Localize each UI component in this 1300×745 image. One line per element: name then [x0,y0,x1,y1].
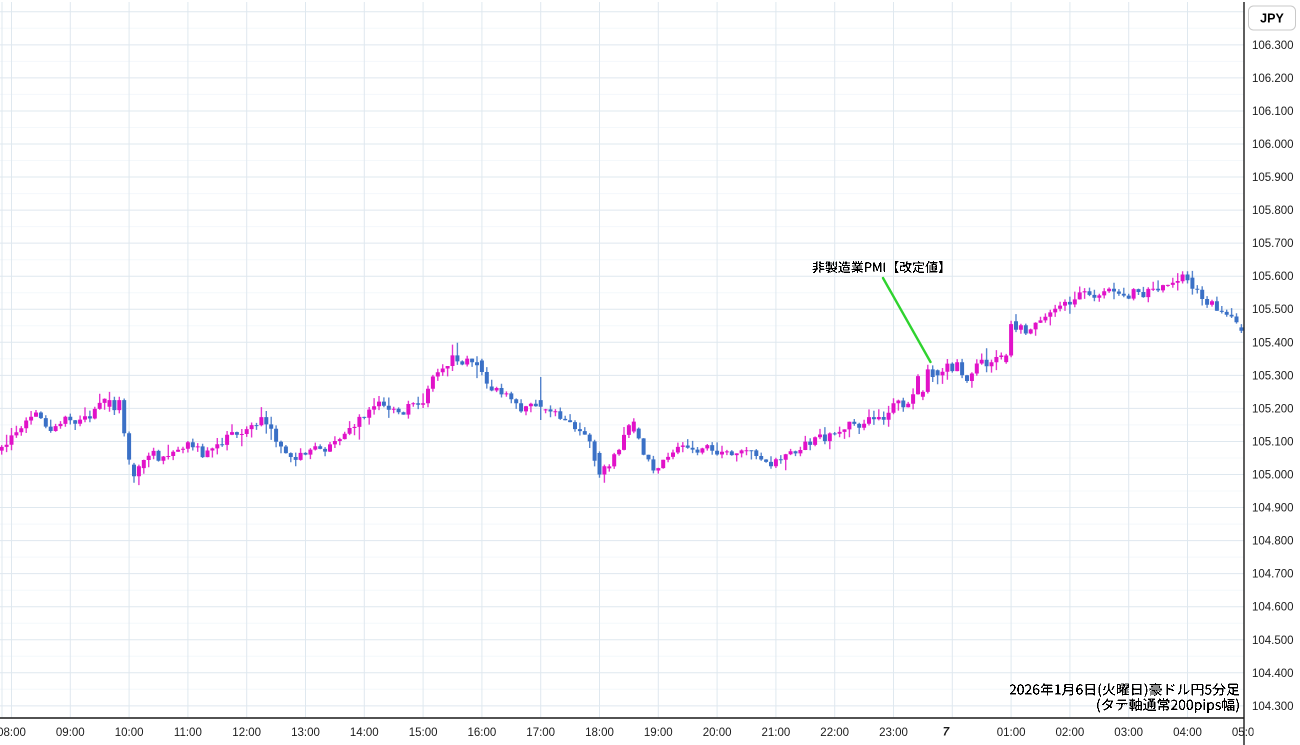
svg-text:105.800: 105.800 [1252,205,1294,217]
svg-text:105.500: 105.500 [1252,304,1294,316]
svg-text:106.300: 106.300 [1252,40,1294,52]
svg-text:104.300: 104.300 [1252,701,1294,713]
svg-text:104.400: 104.400 [1252,668,1294,680]
svg-text:19:00: 19:00 [644,727,673,739]
svg-text:17:00: 17:00 [526,727,555,739]
svg-text:106.200: 106.200 [1252,73,1294,85]
svg-text:105.100: 105.100 [1252,437,1294,449]
svg-text:02:00: 02:00 [1056,727,1085,739]
svg-text:03:00: 03:00 [1114,727,1143,739]
svg-text:09:00: 09:00 [56,727,85,739]
svg-text:105.000: 105.000 [1252,470,1294,482]
svg-text:08:00: 08:00 [0,727,26,739]
svg-text:105.900: 105.900 [1252,172,1294,184]
svg-text:13:00: 13:00 [291,727,320,739]
svg-text:14:00: 14:00 [350,727,379,739]
svg-text:7: 7 [943,727,950,739]
svg-text:105.600: 105.600 [1252,271,1294,283]
svg-text:18:00: 18:00 [585,727,614,739]
svg-text:104.900: 104.900 [1252,503,1294,515]
svg-text:05:00: 05:00 [1232,727,1261,739]
svg-text:15:00: 15:00 [409,727,438,739]
svg-text:104.700: 104.700 [1252,569,1294,581]
svg-text:106.100: 106.100 [1252,106,1294,118]
svg-text:21:00: 21:00 [762,727,791,739]
svg-text:04:00: 04:00 [1173,727,1202,739]
svg-text:12:00: 12:00 [232,727,261,739]
svg-text:104.600: 104.600 [1252,602,1294,614]
svg-text:01:00: 01:00 [997,727,1026,739]
svg-text:105.400: 105.400 [1252,337,1294,349]
svg-text:105.700: 105.700 [1252,238,1294,250]
svg-text:11:00: 11:00 [174,727,202,739]
svg-text:105.300: 105.300 [1252,370,1294,382]
svg-text:23:00: 23:00 [879,727,908,739]
svg-text:104.800: 104.800 [1252,536,1294,548]
svg-text:10:00: 10:00 [115,727,144,739]
svg-text:104.500: 104.500 [1252,635,1294,647]
svg-text:JPY: JPY [1260,12,1284,26]
svg-text:16:00: 16:00 [468,727,497,739]
svg-text:20:00: 20:00 [703,727,732,739]
svg-text:106.000: 106.000 [1252,139,1294,151]
svg-text:22:00: 22:00 [820,727,849,739]
svg-text:105.200: 105.200 [1252,403,1294,415]
